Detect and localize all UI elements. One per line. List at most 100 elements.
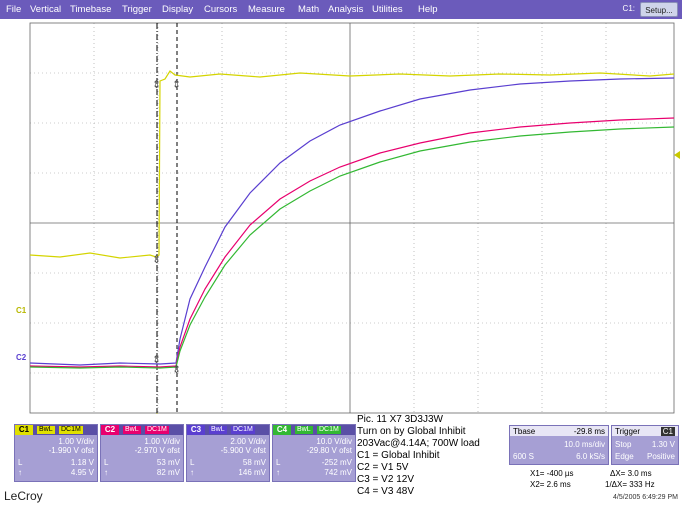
- channel-indicator: C1:: [622, 4, 635, 13]
- ch3-coupling: DC1M: [231, 426, 255, 434]
- ch2-bwl: BwL: [123, 426, 141, 434]
- note-line: Turn on by Global Inhibit: [357, 426, 466, 437]
- trigger-channel: C1: [660, 427, 675, 436]
- ch4-bwl: BwL: [295, 426, 313, 434]
- ch3-label: C3: [187, 425, 205, 435]
- axes: [29, 22, 675, 414]
- note-line: C3 = V2 12V: [357, 474, 414, 485]
- timestamp: 4/5/2005 6:49:29 PM: [613, 494, 678, 501]
- ch4-vdiv: 10.0 V/div: [316, 437, 352, 446]
- note-line: C2 = V1 5V: [357, 462, 409, 473]
- ch4-low-label: L: [276, 458, 281, 467]
- timebase-samples: 600 S: [513, 452, 534, 461]
- menu-help[interactable]: Help: [418, 4, 438, 15]
- cursor-marker-c4: ⇕: [172, 363, 181, 376]
- ch2-offset: -2.970 V ofst: [134, 446, 180, 455]
- ch1-high: 4.95 V: [70, 468, 94, 477]
- menu-cursors[interactable]: Cursors: [204, 4, 238, 15]
- cursor-dx-readout: ΔX= 3.0 ms: [610, 469, 652, 478]
- ch1-bwl: BwL: [37, 426, 55, 434]
- ch1-high-label: ↑: [18, 468, 22, 477]
- ch3-header: [187, 425, 269, 435]
- cursor-x1-readout: X1= -400 µs: [530, 469, 574, 478]
- timebase-box[interactable]: Tbase -29.8 ms 10.0 ms/div 600 S 6.0 kS/…: [509, 425, 609, 465]
- annotation-note: Pic. 11 X7 3D3J3W Turn on by Global Inhi…: [357, 414, 480, 498]
- ch3-low: 58 mV: [242, 458, 266, 467]
- trigger-mode: Stop: [615, 440, 632, 449]
- menu-measure[interactable]: Measure: [248, 4, 285, 15]
- menu-math[interactable]: Math: [298, 4, 320, 15]
- ch3-high-label: ↑: [190, 468, 194, 477]
- note-line: C4 = V3 48V: [357, 486, 414, 497]
- ch4-offset: -29.80 V ofst: [306, 446, 352, 455]
- channel-box-c4[interactable]: C4 BwL DC1M 10.0 V/div -29.80 V ofst L -…: [272, 424, 356, 482]
- menu-bar: File Vertical Timebase Trigger Display C…: [0, 0, 682, 19]
- note-line: C1 = Global Inhibit: [357, 450, 440, 461]
- menu-utilities[interactable]: Utilities: [372, 4, 403, 15]
- ch3-high: 146 mV: [238, 468, 266, 477]
- ch1-offset: -1.990 V ofst: [48, 446, 94, 455]
- timebase-rate: 6.0 kS/s: [576, 452, 605, 461]
- trace-c1: [29, 70, 675, 259]
- ch4-high-label: ↑: [276, 468, 280, 477]
- ch3-vdiv: 2.00 V/div: [230, 437, 266, 446]
- waveform-display: ⇕ ⇕ ⇕ ⇕ ⇕ C1 C2: [0, 19, 682, 418]
- menu-file[interactable]: File: [6, 4, 22, 15]
- channel-box-c3[interactable]: C3 BwL DC1M 2.00 V/div -5.900 V ofst L 5…: [186, 424, 270, 482]
- timebase-delay: -29.8 ms: [573, 427, 605, 436]
- cursor-inv-readout: 1/ΔX= 333 Hz: [605, 480, 655, 489]
- trigger-header: [612, 426, 678, 436]
- cursor-x2-readout: X2= 2.6 ms: [530, 480, 571, 489]
- trigger-level: 1.30 V: [651, 440, 675, 449]
- grid: [30, 23, 674, 413]
- ch2-label: C2: [101, 425, 119, 435]
- timebase-per-div: 10.0 ms/div: [564, 440, 605, 449]
- ch3-bwl: BwL: [209, 426, 227, 434]
- ch2-coupling: DC1M: [145, 426, 169, 434]
- ch4-label: C4: [273, 425, 291, 435]
- trigger-type: Edge: [615, 452, 634, 461]
- menu-display[interactable]: Display: [162, 4, 194, 15]
- menu-analysis[interactable]: Analysis: [328, 4, 364, 15]
- trigger-box[interactable]: Trigger C1 Stop 1.30 V Edge Positive: [611, 425, 679, 465]
- menu-trigger[interactable]: Trigger: [122, 4, 152, 15]
- channel-box-c2[interactable]: C2 BwL DC1M 1.00 V/div -2.970 V ofst L 5…: [100, 424, 184, 482]
- setup-button[interactable]: Setup...: [640, 2, 678, 17]
- trace-c2: [29, 117, 675, 368]
- brand-logo: LeCroy: [4, 489, 43, 503]
- ch4-header: [273, 425, 355, 435]
- cursor-marker-c3: ⇕: [152, 353, 161, 366]
- ch1-coupling: DC1M: [59, 426, 83, 434]
- ch1-header: [15, 425, 97, 435]
- trigger-level-arrow: [674, 151, 680, 159]
- ch4-coupling: DC1M: [317, 426, 341, 434]
- ch2-high-label: ↑: [104, 468, 108, 477]
- ch2-low-label: L: [104, 458, 109, 467]
- cursor-marker-c2: ⇕: [152, 253, 161, 266]
- channel-box-c1[interactable]: C1 BwL DC1M 1.00 V/div -1.990 V ofst L 1…: [14, 424, 98, 482]
- ch1-low: 1.18 V: [70, 458, 94, 467]
- note-line: 203Vac@4.14A; 700W load: [357, 438, 480, 449]
- ch4-high: 742 mV: [324, 468, 352, 477]
- timebase-header: [510, 426, 608, 436]
- trigger-label: Trigger: [615, 427, 641, 436]
- ch3-low-label: L: [190, 458, 195, 467]
- note-line: Pic. 11 X7 3D3J3W: [357, 414, 443, 425]
- c1-ground-marker: C1: [16, 306, 27, 315]
- c2-ground-marker: C2: [16, 353, 27, 362]
- ch2-vdiv: 1.00 V/div: [144, 437, 180, 446]
- trace-c4: [29, 126, 675, 369]
- ch4-low: -252 mV: [321, 458, 352, 467]
- timebase-label: Tbase: [513, 427, 536, 436]
- ch1-label: C1: [15, 425, 33, 435]
- ch2-high: 82 mV: [156, 468, 180, 477]
- menu-timebase[interactable]: Timebase: [70, 4, 112, 15]
- cursor-marker-c1: ⇕: [152, 78, 161, 91]
- ch1-low-label: L: [18, 458, 23, 467]
- waveform-svg: ⇕ ⇕ ⇕ ⇕ ⇕: [29, 22, 680, 418]
- ch3-offset: -5.900 V ofst: [220, 446, 266, 455]
- menu-vertical[interactable]: Vertical: [30, 4, 62, 15]
- ch2-low: 53 mV: [156, 458, 180, 467]
- cursor-marker-c1b: ⇕: [172, 78, 181, 91]
- trace-c3: [29, 77, 675, 366]
